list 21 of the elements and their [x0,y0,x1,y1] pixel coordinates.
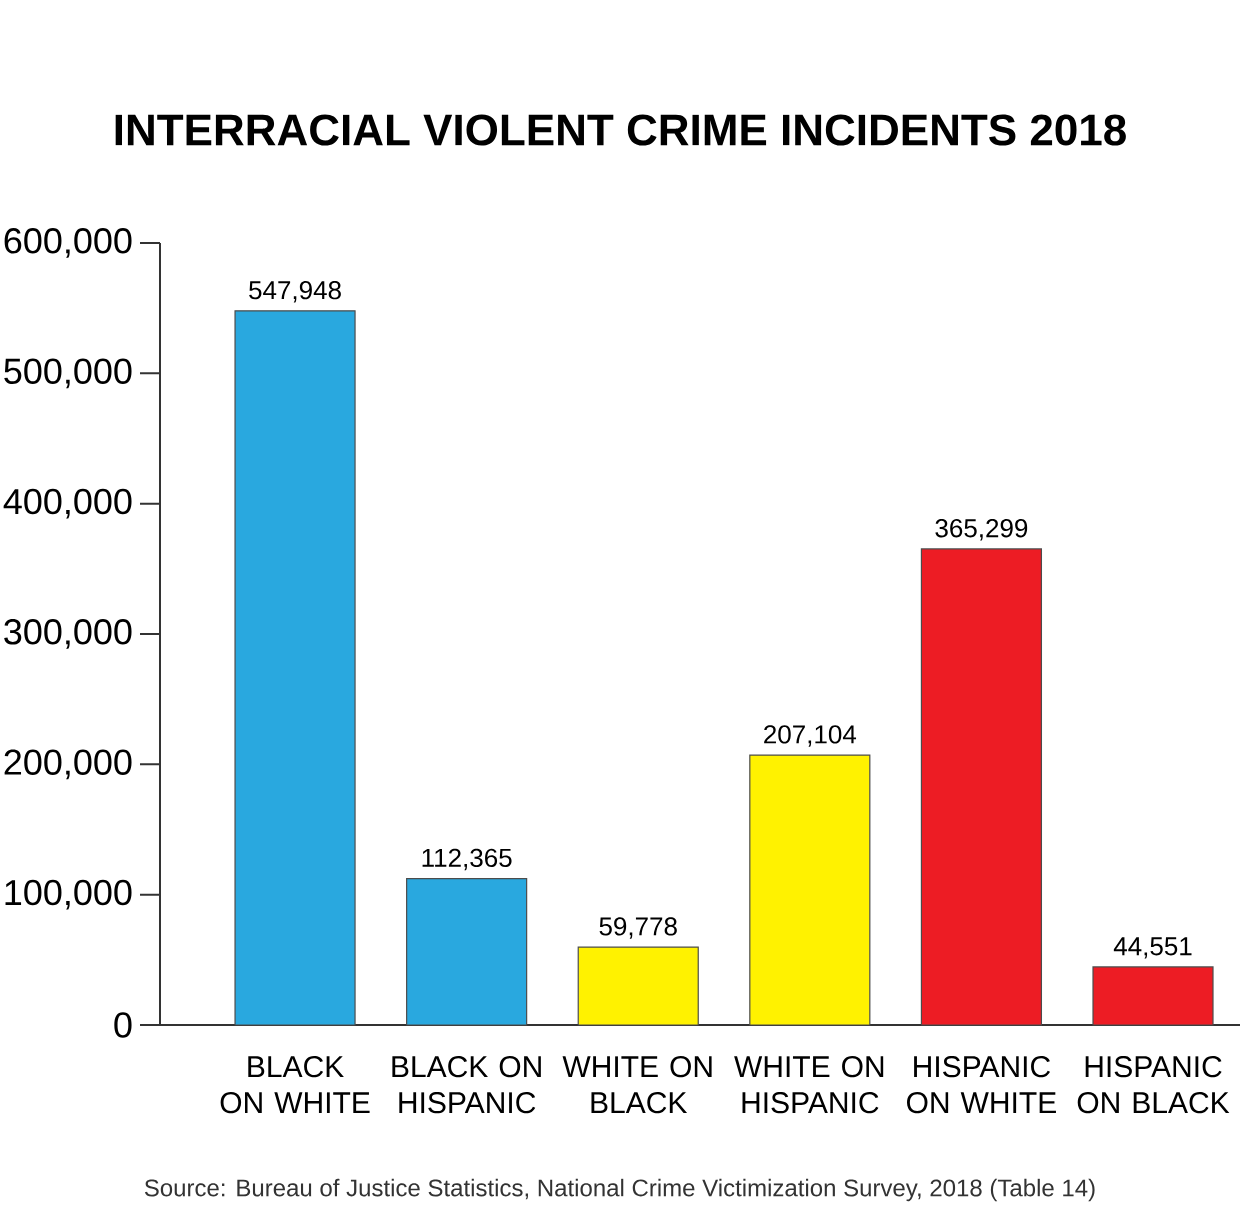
data-label: 112,365 [422,848,512,871]
source-note: Source: Bureau of Justice Statistics, National Crime Victimization Survey, 2018 (Table 14) [144,1178,1095,1202]
data-label: 44,551 [1113,937,1192,959]
y-tick-label: 300,000 [4,619,132,649]
y-tick-label: 0 [114,1012,132,1038]
x-tick-label: HISPANIC ON BLACK [1077,1056,1230,1114]
y-tick-label: 200,000 [4,749,132,780]
x-tick-label: BLACK ON HISPANIC [392,1056,541,1114]
data-label: 207,104 [764,725,857,747]
x-tick-label: HISPANIC ON WHITE [907,1056,1056,1114]
y-tick-label: 100,000 [5,879,132,910]
x-tick-label: WHITE ON BLACK [562,1056,712,1114]
x-tick-label: BLACK ON WHITE [220,1056,370,1114]
chart-title: INTERRACIAL VIOLENT CRIME INCIDENTS 2018 [115,114,1126,146]
y-tick-label: 400,000 [3,488,132,519]
y-tick-label: 500,000 [4,358,132,389]
y-tick-label: 600,000 [4,228,132,258]
data-label: 547,948 [249,280,341,303]
data-label: 365,299 [935,518,1028,541]
data-label: 59,778 [599,917,677,939]
x-tick-label: WHITE ON HISPANIC [734,1056,884,1114]
